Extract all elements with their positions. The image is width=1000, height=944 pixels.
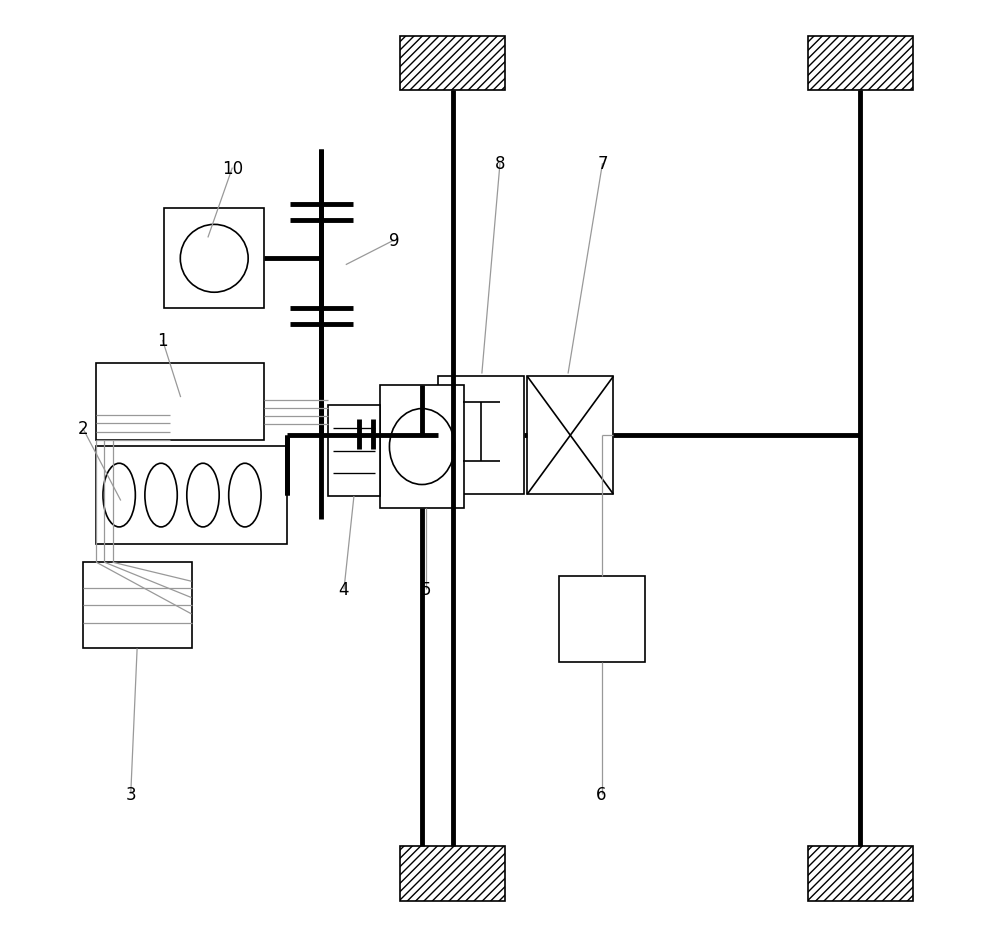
Bar	[808, 37, 913, 92]
Ellipse shape	[145, 464, 177, 528]
Text: 8: 8	[495, 155, 505, 173]
Ellipse shape	[389, 409, 455, 485]
Bar	[380, 386, 464, 508]
Bar	[400, 37, 505, 92]
Ellipse shape	[180, 225, 248, 293]
Bar	[96, 363, 264, 440]
Bar	[164, 210, 264, 309]
Text: 6: 6	[596, 784, 607, 802]
Ellipse shape	[229, 464, 261, 528]
Bar	[400, 846, 505, 901]
Ellipse shape	[103, 464, 135, 528]
Text: 4: 4	[339, 581, 349, 598]
Bar	[559, 576, 645, 663]
Text: 2: 2	[77, 419, 88, 437]
Bar	[328, 406, 380, 497]
Text: 7: 7	[597, 155, 608, 173]
Bar	[808, 846, 913, 901]
Text: 1: 1	[157, 331, 168, 349]
Text: 10: 10	[222, 160, 243, 177]
Bar	[438, 377, 524, 495]
Text: 5: 5	[420, 581, 431, 598]
Bar	[527, 377, 613, 495]
Text: 9: 9	[389, 232, 399, 250]
Ellipse shape	[187, 464, 219, 528]
Bar	[96, 447, 287, 545]
Bar	[83, 563, 192, 649]
Text: 3: 3	[125, 784, 136, 802]
